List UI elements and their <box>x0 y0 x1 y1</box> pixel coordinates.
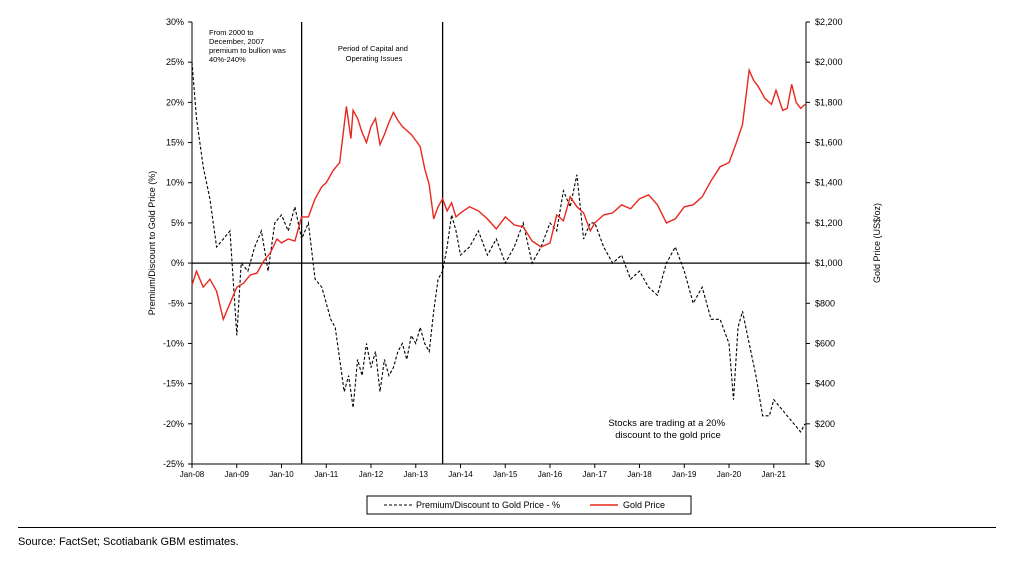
right-tick-label: $1,600 <box>815 138 843 148</box>
right-tick-label: $1,200 <box>815 218 843 228</box>
right-tick-label: $1,400 <box>815 178 843 188</box>
series-gold-price <box>191 67 806 322</box>
x-tick-label: Jan-15 <box>493 470 518 479</box>
x-tick-label: Jan-17 <box>583 470 608 479</box>
annotation-current-discount: Stocks are trading at a 20% discount to … <box>608 418 727 441</box>
left-tick-label: -20% <box>163 419 184 429</box>
left-tick-label: 10% <box>166 178 184 188</box>
x-tick-label: Jan-20 <box>717 470 742 479</box>
left-tick-label: 15% <box>166 138 184 148</box>
right-tick-label: $2,200 <box>815 17 843 27</box>
annotation-history: From 2000 to December, 2007 premium to b… <box>209 28 288 64</box>
right-tick-label: $2,000 <box>815 57 843 67</box>
left-tick-label: 5% <box>171 218 184 228</box>
legend-box <box>366 495 692 515</box>
right-axis-ticks: $2,200 $2,000 $1,800 $1,600 $1,400 $1,200 $1,0… <box>806 17 843 469</box>
source-note: Source: FactSet; Scotiabank GBM estimate… <box>18 536 239 548</box>
x-tick-label: Jan-08 <box>180 470 205 479</box>
right-tick-label: $1,000 <box>815 258 843 268</box>
x-tick-label: Jan-14 <box>448 470 473 479</box>
x-tick-label: Jan-13 <box>404 470 429 479</box>
left-tick-label: -10% <box>163 338 184 348</box>
footer-rule <box>18 527 996 528</box>
chart-area: 30% 25% 20% 15% 10% 5% 0% -5% -10% -15% -20% -25% $… <box>147 17 882 515</box>
x-tick-label: Jan-10 <box>269 470 294 479</box>
left-tick-label: 0% <box>171 258 184 268</box>
x-tick-label: Jan-09 <box>225 470 250 479</box>
right-tick-label: $400 <box>815 379 835 389</box>
left-axis-ticks: 30% 25% 20% 15% 10% 5% 0% -5% -10% -15% -20% -25% <box>163 17 192 469</box>
right-axis-title: Gold Price (US$/oz) <box>872 203 882 283</box>
left-tick-label: -15% <box>163 379 184 389</box>
left-tick-label: -5% <box>168 298 184 308</box>
series-premium-discount <box>191 62 806 433</box>
right-tick-label: $600 <box>815 338 835 348</box>
right-tick-label: $1,800 <box>815 97 843 107</box>
x-tick-label: Jan-19 <box>672 470 697 479</box>
x-tick-label: Jan-12 <box>359 470 384 479</box>
legend: Premium/Discount to Gold Price - % Gold … <box>366 495 692 515</box>
x-axis-ticks: Jan-08 Jan-09 Jan-10 Jan-11 Jan-12 Jan-13 Jan-… <box>180 464 787 479</box>
x-tick-label: Jan-21 <box>762 470 787 479</box>
legend-label-gold: Gold Price <box>623 500 665 510</box>
annotation-capital-issues: Period of Capital and Operating Issues <box>338 44 410 63</box>
period-markers <box>300 22 444 464</box>
legend-label-premium: Premium/Discount to Gold Price - % <box>416 500 560 510</box>
left-tick-label: 25% <box>166 57 184 67</box>
right-tick-label: $200 <box>815 419 835 429</box>
x-tick-label: Jan-18 <box>627 470 652 479</box>
right-tick-label: $800 <box>815 298 835 308</box>
left-axis-title: Premium/Discount to Gold Price (%) <box>147 171 157 316</box>
x-tick-label: Jan-11 <box>314 470 338 479</box>
left-tick-label: 20% <box>166 97 184 107</box>
left-tick-label: -25% <box>163 459 184 469</box>
right-tick-label: $0 <box>815 459 825 469</box>
x-tick-label: Jan-16 <box>538 470 563 479</box>
left-tick-label: 30% <box>166 17 184 27</box>
